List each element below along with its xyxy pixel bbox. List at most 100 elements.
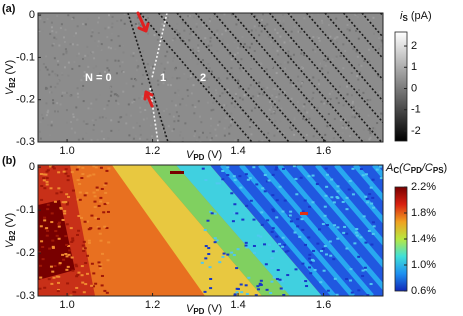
heatmap-noise xyxy=(174,68,177,71)
heatmap-noise xyxy=(376,122,379,125)
heatmap-noise xyxy=(269,292,273,295)
heatmap-transition xyxy=(342,13,383,60)
heatmap-noise xyxy=(254,294,258,296)
heatmap-noise xyxy=(168,113,171,116)
heatmap-noise xyxy=(339,119,342,122)
heatmap-noise xyxy=(335,41,338,44)
heatmap-noise xyxy=(96,217,100,220)
heatmap-noise xyxy=(244,173,248,176)
heatmap-noise xyxy=(233,179,237,182)
heatmap-noise xyxy=(333,277,337,280)
heatmap-noise xyxy=(91,119,94,122)
heatmap-noise xyxy=(129,47,132,50)
heatmap-noise xyxy=(215,134,218,137)
heatmap-noise xyxy=(67,14,70,17)
heatmap-noise xyxy=(196,51,199,54)
heatmap-noise xyxy=(92,124,95,127)
heatmap-noise xyxy=(279,32,282,35)
heatmap-noise xyxy=(52,42,55,45)
heatmap-noise xyxy=(231,13,234,16)
colorbar-label: AC(CPD/CPS) xyxy=(385,162,447,175)
y-tick-label: 0 xyxy=(29,9,35,21)
heatmap-noise xyxy=(257,288,261,291)
heatmap-noise xyxy=(210,44,213,47)
heatmap-noise xyxy=(56,290,60,293)
heatmap-noise xyxy=(94,166,98,169)
heatmap-noise xyxy=(323,124,326,127)
heatmap-noise xyxy=(92,272,96,275)
heatmap-noise xyxy=(64,28,67,31)
heatmap-noise xyxy=(329,254,333,257)
heatmap-noise xyxy=(367,20,370,23)
heatmap-noise xyxy=(67,61,70,64)
heatmap-noise xyxy=(248,125,251,128)
heatmap-noise xyxy=(298,140,301,142)
heatmap-noise xyxy=(312,76,315,79)
heatmap-noise xyxy=(94,119,97,122)
heatmap-noise xyxy=(221,178,225,181)
heatmap-noise xyxy=(235,23,238,26)
heatmap-noise xyxy=(225,68,228,71)
heatmap-noise xyxy=(209,40,212,43)
heatmap-noise xyxy=(206,101,209,104)
heatmap-noise xyxy=(57,281,61,284)
heatmap-noise xyxy=(277,129,280,132)
heatmap-noise xyxy=(114,92,117,95)
heatmap-noise xyxy=(282,167,286,170)
heatmap-noise xyxy=(133,98,136,101)
heatmap-noise xyxy=(146,140,149,142)
heatmap-noise xyxy=(107,14,110,17)
heatmap-noise xyxy=(209,124,212,127)
heatmap-noise xyxy=(308,76,311,79)
heatmap-noise xyxy=(82,240,86,243)
heatmap-noise xyxy=(56,288,60,291)
heatmap-noise xyxy=(345,196,349,199)
heatmap-noise xyxy=(96,45,99,48)
heatmap-noise xyxy=(70,127,73,130)
heatmap-noise xyxy=(357,289,361,292)
heatmap-noise xyxy=(261,13,264,16)
heatmap-noise xyxy=(125,82,128,85)
heatmap-noise xyxy=(267,132,270,135)
heatmap-noise xyxy=(138,125,141,128)
heatmap-noise xyxy=(341,126,344,129)
heatmap-noise xyxy=(195,17,198,20)
heatmap-noise xyxy=(59,191,63,194)
heatmap-noise xyxy=(226,43,229,46)
heatmap-noise xyxy=(39,173,43,176)
heatmap-noise xyxy=(267,35,270,38)
heatmap-noise xyxy=(72,16,75,19)
heatmap-noise xyxy=(341,200,345,203)
heatmap-noise xyxy=(306,111,309,114)
heatmap-noise xyxy=(356,75,359,78)
heatmap-noise xyxy=(317,83,320,86)
heatmap-noise xyxy=(361,274,365,277)
heatmap-noise xyxy=(209,139,212,142)
heatmap-noise xyxy=(141,50,144,53)
heatmap-noise xyxy=(345,208,349,211)
heatmap-noise xyxy=(293,231,297,234)
heatmap-noise xyxy=(52,99,55,102)
heatmap-noise xyxy=(336,226,340,229)
heatmap-noise xyxy=(93,200,97,203)
heatmap-noise xyxy=(209,287,213,290)
heatmap-noise xyxy=(336,185,340,188)
heatmap-noise xyxy=(63,210,67,213)
heatmap-noise xyxy=(54,74,57,77)
heatmap-noise xyxy=(90,107,93,110)
heatmap-noise xyxy=(122,51,125,54)
heatmap-noise xyxy=(339,55,342,58)
heatmap-noise xyxy=(75,106,78,109)
heatmap-noise xyxy=(273,88,276,91)
heatmap-noise xyxy=(292,165,296,168)
heatmap-noise xyxy=(90,102,93,105)
heatmap-noise xyxy=(56,82,59,85)
heatmap-noise xyxy=(178,32,181,35)
heatmap-noise xyxy=(355,228,359,231)
heatmap-noise xyxy=(66,121,69,124)
heatmap-noise xyxy=(259,62,262,65)
heatmap-noise xyxy=(106,59,109,62)
heatmap-noise xyxy=(231,117,234,120)
heatmap-noise xyxy=(300,218,304,221)
heatmap-noise xyxy=(91,285,95,288)
